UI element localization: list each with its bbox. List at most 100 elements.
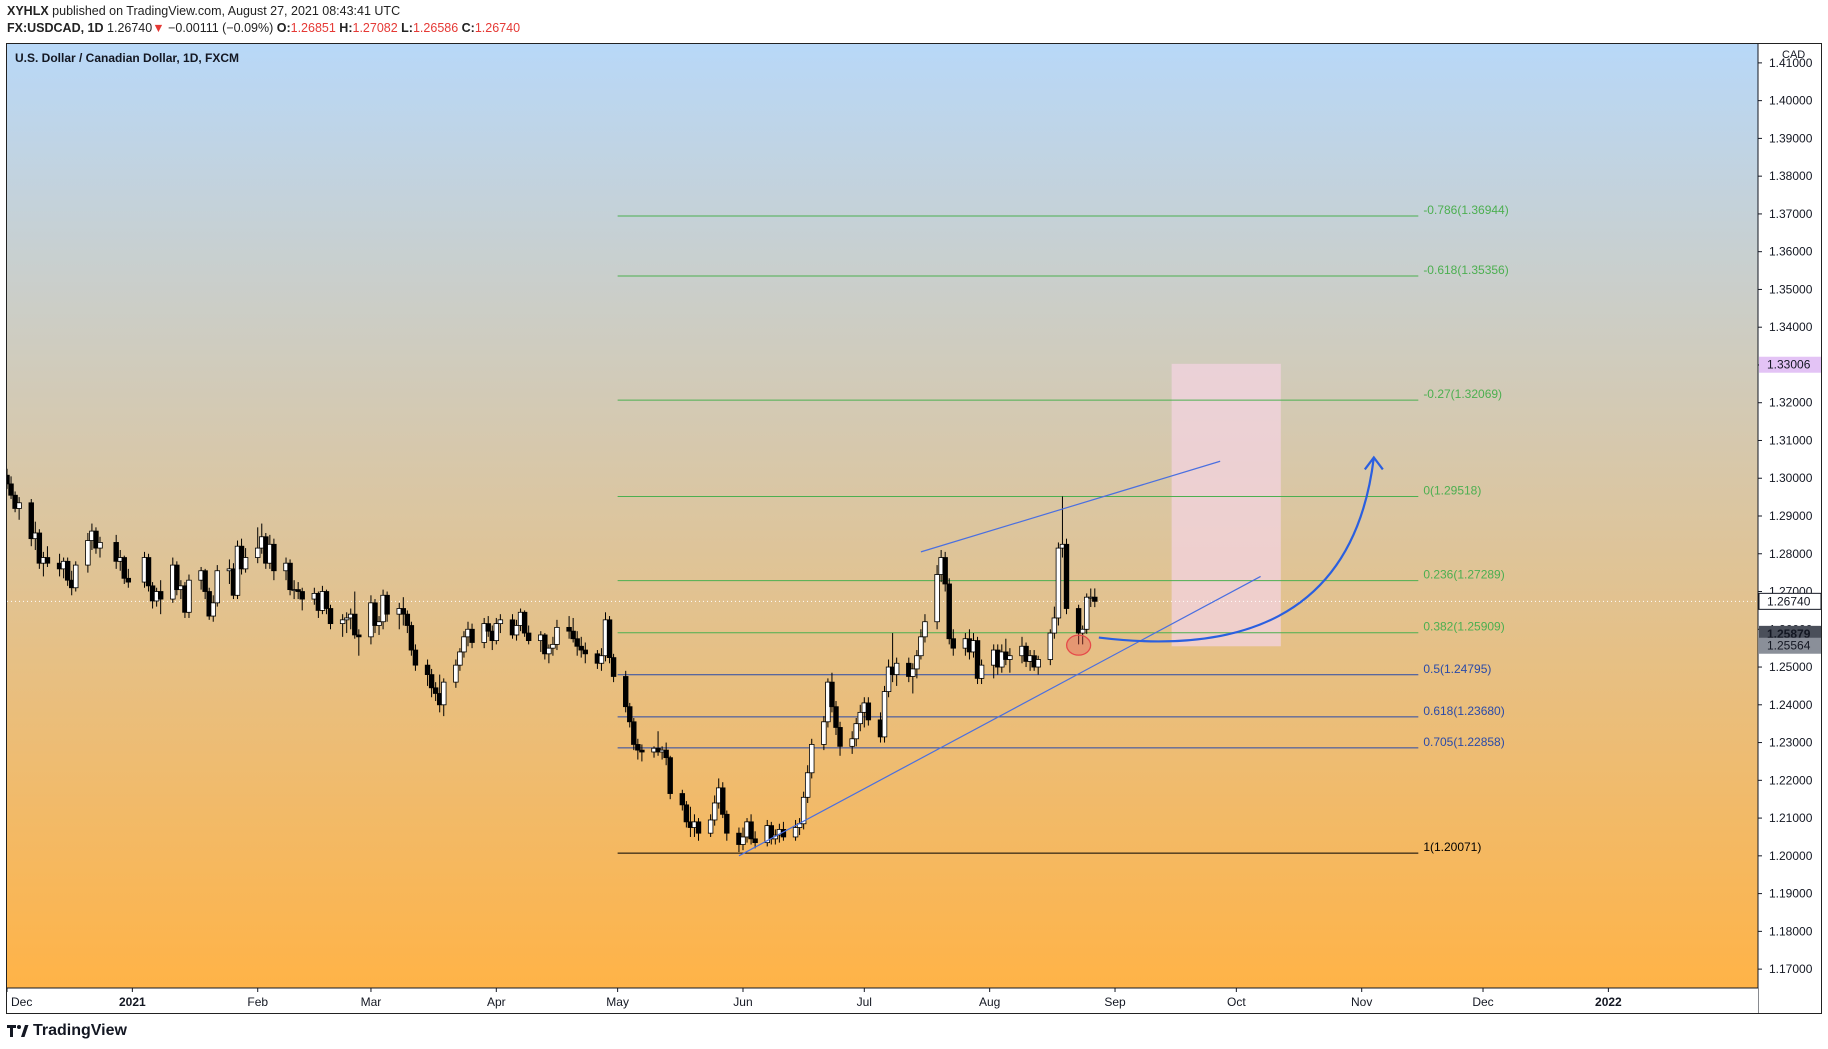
- candle-body: [724, 813, 730, 834]
- price-chart[interactable]: -0.786(1.36944) -0.618(1.35356) -0.27(1.32…: [7, 44, 1821, 1013]
- chart-title: U.S. Dollar / Canadian Dollar, 1D, FXCM: [15, 51, 239, 65]
- published-text: published on TradingView.com, August 27,…: [52, 4, 401, 18]
- candle: [73, 561, 79, 592]
- candle-body: [707, 819, 714, 834]
- candle-body: [287, 562, 293, 591]
- y-tick-label: 1.32000: [1769, 396, 1813, 410]
- candle-body: [481, 623, 487, 643]
- candle-body: [857, 711, 863, 725]
- candle-body: [412, 649, 419, 666]
- candle-body: [946, 583, 952, 640]
- candle-body: [1035, 659, 1041, 668]
- x-tick-label: Oct: [1227, 995, 1246, 1009]
- candle: [679, 789, 686, 811]
- y-tick-label: 1.30000: [1769, 471, 1813, 485]
- candle: [711, 795, 718, 826]
- candle: [461, 631, 467, 658]
- candle-body: [639, 749, 645, 753]
- candle: [525, 625, 532, 645]
- candle-body: [202, 570, 208, 592]
- candle-body: [550, 643, 556, 649]
- candle: [950, 629, 956, 656]
- candle-body: [546, 647, 552, 655]
- candle-body: [93, 530, 99, 549]
- chart-panel[interactable]: -0.786(1.36944) -0.618(1.35356) -0.27(1.32…: [6, 43, 1822, 1014]
- price-label: 1.33006: [1759, 356, 1821, 373]
- candle-body: [1063, 543, 1070, 609]
- candle: [113, 534, 119, 569]
- footer-brand[interactable]: TradingView: [7, 1022, 127, 1040]
- candle: [214, 565, 220, 607]
- candle: [627, 702, 633, 728]
- symbol-label: FX:USDCAD, 1D: [7, 21, 104, 35]
- candle-body: [525, 632, 532, 642]
- candle: [752, 831, 758, 849]
- close-value: 1.26740: [474, 21, 521, 35]
- candle-body: [384, 594, 390, 615]
- candle: [942, 551, 948, 592]
- candle: [663, 742, 669, 766]
- candle-body: [942, 557, 948, 585]
- candle-body: [950, 638, 956, 649]
- candle: [922, 614, 928, 643]
- candle: [683, 801, 690, 828]
- fib-level-label: 0.618(1.23680): [1423, 704, 1504, 718]
- candle-body: [376, 621, 382, 626]
- candle-body: [610, 657, 617, 677]
- candle-body: [740, 836, 746, 845]
- candle: [8, 476, 14, 500]
- candle-body: [12, 494, 18, 509]
- candle-body: [174, 564, 180, 591]
- candle: [914, 650, 920, 679]
- y-tick-label: 1.39000: [1769, 131, 1813, 145]
- highlight-circle: [1065, 634, 1092, 656]
- y-tick-label: 1.23000: [1769, 736, 1813, 750]
- candle-body: [885, 666, 892, 692]
- candle: [1035, 655, 1041, 675]
- candle: [93, 527, 99, 554]
- y-tick-label: 1.41000: [1769, 56, 1813, 70]
- y-tick-label: 1.31000: [1769, 433, 1813, 447]
- candle-body: [809, 744, 815, 774]
- price-label-text: 1.26740: [1767, 594, 1811, 608]
- y-tick-label: 1.24000: [1769, 698, 1813, 712]
- candle-body: [521, 611, 528, 634]
- price-label-text: 1.33006: [1767, 358, 1811, 372]
- candle: [323, 589, 330, 615]
- candle: [242, 548, 249, 573]
- candle-body: [352, 613, 358, 636]
- x-tick-label: Apr: [487, 995, 506, 1009]
- candle-body: [821, 721, 827, 745]
- candle-body: [97, 542, 103, 549]
- x-tick-label: Dec: [11, 995, 32, 1009]
- y-tick-label: 1.25000: [1769, 660, 1813, 674]
- publisher-name: XYHLX: [7, 4, 49, 18]
- candle-body: [542, 634, 548, 655]
- candle: [1092, 588, 1098, 608]
- fib-level-label: 0.382(1.25909): [1423, 620, 1504, 634]
- candle: [513, 619, 520, 641]
- candle: [623, 670, 629, 713]
- candle: [125, 568, 132, 588]
- candle: [64, 557, 71, 586]
- candle: [424, 659, 431, 686]
- candle: [1084, 593, 1090, 634]
- candle: [546, 644, 552, 664]
- candle-body: [748, 821, 754, 840]
- candle: [210, 595, 216, 622]
- candle-body: [145, 557, 152, 587]
- candle-body: [339, 619, 346, 625]
- candle-body: [554, 626, 560, 645]
- candle-body: [7, 474, 10, 485]
- y-tick-label: 1.38000: [1769, 169, 1813, 183]
- candle-body: [566, 626, 572, 632]
- candle-body: [493, 623, 500, 642]
- x-tick-label: May: [606, 995, 629, 1009]
- candle-body: [922, 621, 928, 638]
- trendline: [738, 575, 1261, 857]
- candle: [343, 612, 350, 634]
- candle-body: [428, 674, 435, 689]
- candle: [202, 568, 208, 600]
- x-tick-label: Aug: [979, 995, 1000, 1009]
- candle: [809, 738, 815, 779]
